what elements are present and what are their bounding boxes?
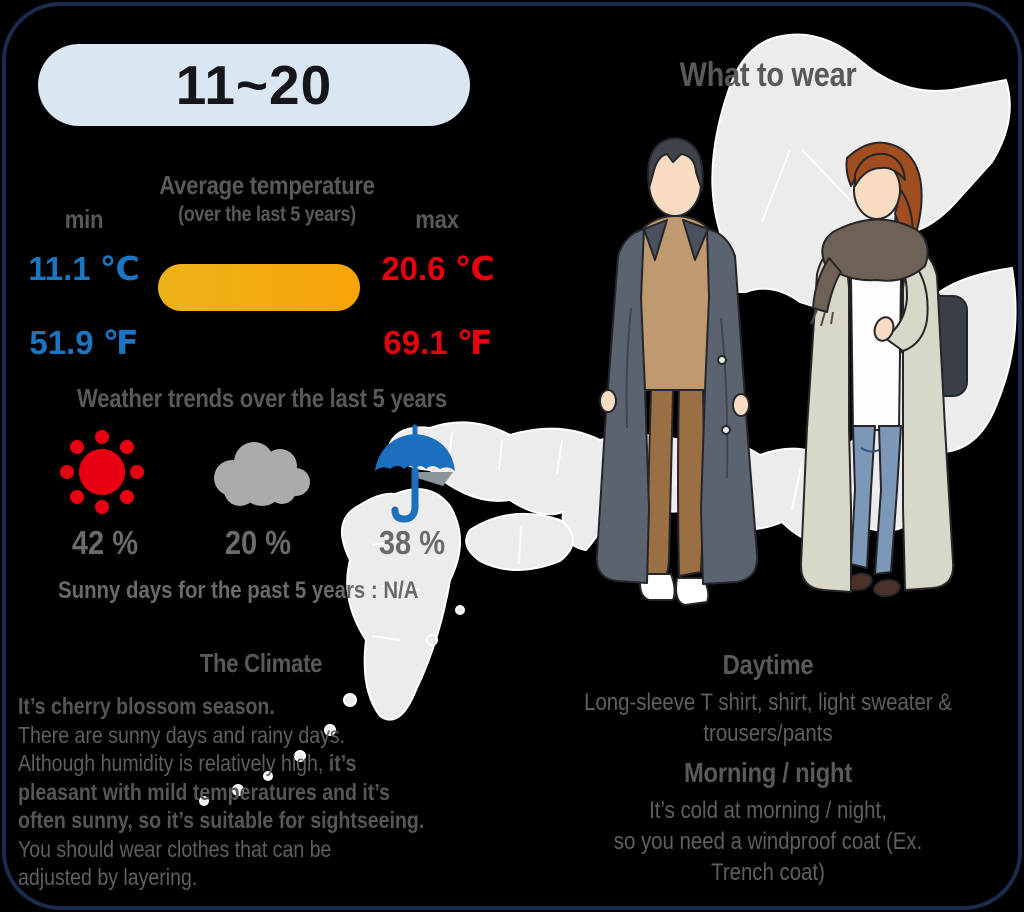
max-celsius: 20.6 ℃ bbox=[381, 250, 495, 287]
map-kyushu bbox=[341, 488, 461, 721]
min-fahrenheit: 51.9 ℉ bbox=[29, 324, 139, 361]
climate-regular-2: You should wear clothes that can be adju… bbox=[18, 835, 332, 891]
date-range-pill: 11~20 bbox=[38, 44, 470, 126]
morning-night-title: Morning / night bbox=[683, 757, 853, 788]
avg-temp-title: Average temperature bbox=[159, 170, 375, 200]
date-range-label: 11~20 bbox=[175, 54, 333, 116]
couple-illustration bbox=[595, 137, 968, 606]
rain-umbrella-icon bbox=[375, 424, 455, 523]
woman-illustration bbox=[799, 141, 968, 598]
max-temperature-values: 20.6 ℃ 69.1 ℉ bbox=[372, 250, 504, 361]
temperature-gradient-bar bbox=[158, 264, 360, 311]
max-label: max bbox=[415, 204, 459, 234]
cloudy-percentage: 20 % bbox=[224, 524, 292, 561]
avg-temp-subtitle: (over the last 5 years) bbox=[178, 203, 356, 226]
min-celsius: 11.1 ℃ bbox=[28, 250, 140, 287]
man-illustration bbox=[595, 137, 759, 606]
what-to-wear-title: What to wear bbox=[679, 56, 857, 94]
cloud-icon bbox=[214, 442, 310, 506]
min-temperature-values: 11.1 ℃ 51.9 ℉ bbox=[18, 250, 150, 361]
min-label: min bbox=[64, 204, 104, 234]
sunny-percentage: 42 % bbox=[71, 524, 139, 561]
climate-bold-main: it’s pleasant with mild temperatures and… bbox=[18, 750, 425, 833]
rainy-percentage: 38 % bbox=[378, 524, 446, 561]
sunny-days-note: Sunny days for the past 5 years : N/A bbox=[58, 577, 419, 604]
max-fahrenheit: 69.1 ℉ bbox=[383, 324, 493, 361]
sun-icon bbox=[60, 430, 144, 514]
daytime-title: Daytime bbox=[722, 649, 814, 680]
weather-trends-title: Weather trends over the last 5 years bbox=[77, 383, 447, 413]
climate-regular-1: There are sunny days and rainy days. Alt… bbox=[18, 721, 346, 777]
climate-title: The Climate bbox=[199, 648, 323, 678]
climate-paragraph: It’s cherry blossom season. There are su… bbox=[18, 692, 494, 892]
morning-night-text: It’s cold at morning / night, so you nee… bbox=[613, 797, 923, 886]
climate-bold-intro: It’s cherry blossom season. bbox=[18, 693, 275, 719]
daytime-text: Long-sleeve T shirt, shirt, light sweate… bbox=[584, 689, 952, 747]
